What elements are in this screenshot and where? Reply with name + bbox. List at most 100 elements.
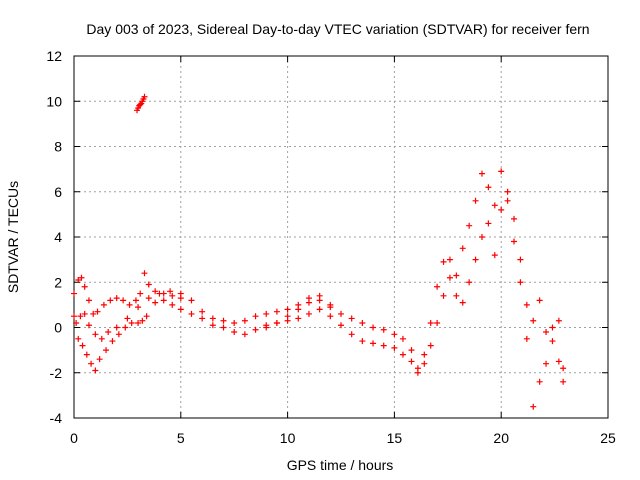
data-point — [530, 317, 537, 324]
data-point — [440, 292, 447, 299]
data-point — [380, 342, 387, 349]
data-point — [359, 338, 366, 345]
data-point — [100, 301, 107, 308]
data-point — [177, 290, 184, 297]
data-point — [511, 215, 518, 222]
data-point — [359, 319, 366, 326]
data-point — [75, 276, 82, 283]
data-point — [231, 329, 238, 336]
data-point — [92, 331, 99, 338]
data-point — [126, 301, 133, 308]
data-point — [284, 306, 291, 313]
data-point — [434, 319, 441, 326]
x-tick-label: 0 — [70, 430, 78, 446]
data-point — [399, 335, 406, 342]
data-point — [421, 351, 428, 358]
data-point — [71, 290, 77, 297]
data-point — [316, 297, 323, 304]
data-point — [128, 319, 135, 326]
data-point — [491, 202, 498, 209]
data-point — [220, 324, 227, 331]
data-point — [414, 369, 421, 376]
data-point — [145, 281, 152, 288]
data-point — [380, 326, 387, 333]
y-tick-label: 6 — [54, 184, 62, 200]
y-tick-label: 8 — [54, 139, 62, 155]
data-point — [96, 356, 103, 363]
data-point — [491, 252, 498, 259]
data-point — [453, 272, 460, 279]
data-point — [141, 270, 148, 277]
data-point — [85, 322, 92, 329]
data-point — [295, 306, 302, 313]
data-point — [199, 315, 206, 322]
grid-lines — [74, 56, 608, 418]
series-middle-trace — [73, 288, 334, 342]
data-point — [523, 335, 530, 342]
data-point — [485, 184, 492, 191]
data-point — [209, 315, 216, 322]
chart-title: Day 003 of 2023, Sidereal Day-to-day VTE… — [86, 21, 589, 37]
data-point — [77, 313, 84, 320]
data-point — [75, 335, 82, 342]
x-axis-label: GPS time / hours — [287, 457, 394, 473]
x-tick-label: 15 — [387, 430, 403, 446]
data-point — [103, 347, 110, 354]
data-point — [113, 324, 120, 331]
data-point — [408, 347, 415, 354]
series-lower-trace — [71, 197, 567, 410]
data-point — [536, 378, 543, 385]
data-point — [156, 290, 163, 297]
data-point — [160, 297, 167, 304]
data-point — [241, 317, 248, 324]
data-point — [88, 360, 95, 367]
tick-labels: 0 5 10 15 20 25 -4 -2 0 2 4 6 8 10 12 — [46, 48, 616, 446]
data-point — [421, 360, 428, 367]
data-point — [107, 297, 114, 304]
data-point — [83, 351, 90, 358]
series-isolated-segment — [134, 93, 148, 114]
data-point — [273, 308, 280, 315]
data-point — [434, 283, 441, 290]
data-point — [220, 317, 227, 324]
data-point — [498, 206, 505, 213]
data-point — [348, 315, 355, 322]
data-point — [94, 308, 101, 315]
data-point — [555, 317, 562, 324]
data-point — [536, 297, 543, 304]
data-point — [517, 279, 524, 286]
x-tick-label: 20 — [493, 430, 509, 446]
data-point — [141, 93, 148, 100]
data-point — [90, 310, 97, 317]
data-point — [105, 329, 112, 336]
data-point — [370, 324, 377, 331]
data-point — [543, 360, 550, 367]
data-point — [137, 101, 144, 108]
data-point — [273, 319, 280, 326]
data-point — [338, 310, 344, 317]
data-point — [446, 274, 453, 281]
data-point — [98, 335, 105, 342]
data-point — [199, 308, 206, 315]
data-point — [209, 322, 216, 329]
data-point — [122, 324, 129, 331]
data-point — [135, 304, 142, 311]
data-point — [145, 295, 152, 302]
data-point — [113, 295, 120, 302]
data-point — [241, 331, 248, 338]
data-point — [188, 310, 195, 317]
data-point — [472, 197, 479, 204]
data-point — [327, 313, 334, 320]
data-point — [231, 319, 238, 326]
data-point — [459, 299, 466, 306]
data-point — [338, 322, 344, 329]
data-point — [295, 315, 302, 322]
data-point — [115, 331, 122, 338]
data-point — [523, 301, 530, 308]
data-point — [137, 290, 144, 297]
data-point — [427, 319, 434, 326]
data-point — [504, 188, 511, 195]
data-point — [478, 170, 485, 177]
data-point — [549, 324, 556, 331]
data-point — [152, 288, 159, 295]
